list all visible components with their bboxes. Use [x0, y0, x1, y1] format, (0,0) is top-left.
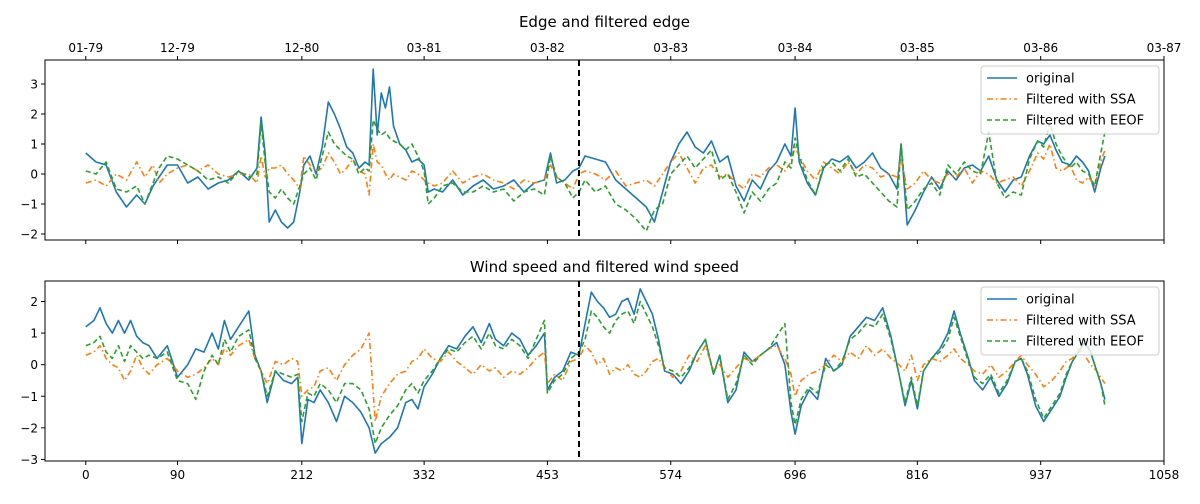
date-tick-label: 03-86: [1023, 41, 1058, 55]
edge-legend: original Filtered with SSA Filtered with…: [980, 65, 1160, 135]
wind-series-ssa-line: [85, 332, 1106, 423]
wind-xtick-label: 937: [1029, 468, 1052, 482]
edge-ytick-label: 2: [30, 108, 38, 122]
wind-series-original-line: [85, 288, 1106, 454]
wind-panel-title: Wind speed and filtered wind speed: [470, 258, 739, 276]
wind-legend-eeof-label: Filtered with EEOF: [1026, 335, 1144, 350]
wind-ytick-label: −2: [20, 421, 38, 435]
date-tick-label: 01-79: [68, 41, 103, 55]
date-tick-label: 03-83: [653, 41, 688, 55]
edge-series-ssa-line: [85, 143, 1106, 196]
wind-xtick-label: 453: [536, 468, 559, 482]
wind-xtick-label: 212: [290, 468, 313, 482]
edge-series-lines: [85, 68, 1106, 232]
date-tick-label: 03-87: [1147, 41, 1182, 55]
edge-panel: Edge and filtered edge −2 −1 0 1 2 3 01-79 12-7…: [20, 13, 1181, 244]
edge-ytick-label: 3: [30, 78, 38, 92]
wind-xtick-label: 1058: [1149, 468, 1180, 482]
wind-legend-box: [980, 286, 1160, 356]
date-tick-label: 03-82: [530, 41, 565, 55]
wind-plot-frame: [44, 280, 1165, 462]
edge-ytick-label: −1: [20, 198, 38, 212]
wind-axes-ticks: −3 −2 −1 0 1 2 0 90 212 332 453 574 696 816 937 1058: [20, 295, 1179, 482]
wind-ytick-label: 0: [30, 358, 38, 372]
edge-panel-title: Edge and filtered edge: [519, 13, 690, 31]
wind-legend-ssa-label: Filtered with SSA: [1026, 314, 1136, 329]
wind-series-lines: [85, 288, 1106, 454]
date-tick-label: 03-85: [900, 41, 935, 55]
wind-xtick-label: 332: [413, 468, 436, 482]
date-tick-label: 03-81: [407, 41, 442, 55]
wind-xtick-label: 696: [784, 468, 807, 482]
wind-ytick-label: −3: [20, 453, 38, 467]
edge-axes-ticks: −2 −1 0 1 2 3 01-79 12-79 12-80 03-81 03-82 03-83 03…: [20, 41, 1181, 244]
wind-legend: original Filtered with SSA Filtered with…: [980, 286, 1160, 356]
date-tick-label: 03-84: [778, 41, 813, 55]
wind-ytick-label: −1: [20, 390, 38, 404]
date-tick-label: 12-79: [160, 41, 195, 55]
edge-legend-ssa-label: Filtered with SSA: [1026, 93, 1136, 108]
wind-series-eeof-line: [85, 300, 1106, 445]
wind-ytick-label: 2: [30, 295, 38, 309]
wind-xtick-label: 816: [906, 468, 929, 482]
edge-legend-box: [980, 65, 1160, 135]
edge-plot-frame: [44, 59, 1165, 241]
date-tick-label: 12-80: [284, 41, 319, 55]
wind-xtick-label: 90: [170, 468, 185, 482]
edge-ytick-label: −2: [20, 228, 38, 242]
edge-legend-original-label: original: [1026, 72, 1075, 87]
edge-legend-eeof-label: Filtered with EEOF: [1026, 114, 1144, 129]
wind-xtick-label: 574: [659, 468, 682, 482]
edge-ytick-label: 1: [30, 138, 38, 152]
wind-xtick-label: 0: [82, 468, 90, 482]
wind-legend-original-label: original: [1026, 293, 1075, 308]
wind-panel: Wind speed and filtered wind speed −3−2−…: [20, 258, 1179, 482]
edge-ytick-label: 0: [30, 168, 38, 182]
edge-series-eeof-line: [85, 119, 1106, 232]
wind-ytick-label: 1: [30, 327, 38, 341]
